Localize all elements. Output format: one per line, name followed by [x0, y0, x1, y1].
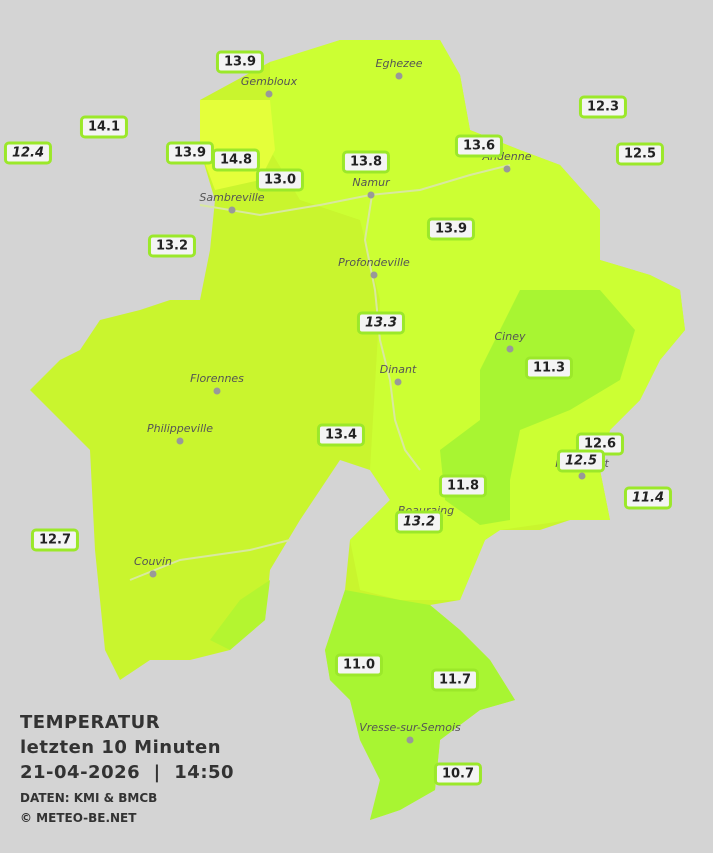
station-temperature: 13.4 [316, 423, 366, 447]
place-name: Namur [352, 176, 390, 189]
station-temperature: 13.9 [215, 50, 265, 74]
station-temperature: 11.4 [623, 486, 673, 510]
station-temperature: 13.2 [394, 510, 444, 534]
station-temperature: 11.7 [430, 668, 480, 692]
place-name: Couvin [134, 555, 172, 568]
place-name: Gembloux [240, 75, 298, 88]
station-temperature: 11.0 [334, 653, 384, 677]
cool-zone-west [210, 580, 270, 650]
place-dot [213, 387, 221, 395]
station-temperature: 13.8 [341, 150, 391, 174]
station-temperature: 13.6 [454, 134, 504, 158]
cool-zone [440, 290, 635, 525]
place-dot [578, 472, 586, 480]
place-dot [367, 191, 375, 199]
place-name: Dinant [379, 363, 417, 376]
place-dot [506, 345, 514, 353]
legend-datetime: 21-04-2026 | 14:50 [20, 762, 235, 783]
place-dot [503, 165, 511, 173]
place-name: Vresse-sur-Semois [359, 721, 461, 734]
place-dot [228, 206, 236, 214]
place-name: Florennes [190, 372, 244, 385]
station-temperature: 14.1 [79, 115, 129, 139]
legend-source: DATEN: KMI & BMCB [20, 791, 158, 805]
station-temperature: 12.7 [30, 528, 80, 552]
station-temperature: 13.0 [255, 168, 305, 192]
station-temperature: 11.3 [524, 356, 574, 380]
station-temperature: 12.3 [578, 95, 628, 119]
station-temperature: 12.5 [556, 449, 606, 473]
station-temperature: 13.9 [165, 141, 215, 165]
place-dot [395, 72, 403, 80]
legend-period: letzten 10 Minuten [20, 737, 222, 758]
place-dot [394, 378, 402, 386]
place-name: Eghezee [375, 57, 423, 70]
station-temperature: 13.2 [147, 234, 197, 258]
legend-copyright: © METEO-BE.NET [20, 811, 137, 825]
place-dot [265, 90, 273, 98]
station-temperature: 12.5 [615, 142, 665, 166]
station-temperature: 13.3 [356, 311, 406, 335]
place-dot [370, 271, 378, 279]
station-temperature: 12.4 [3, 141, 53, 165]
place-dot [406, 736, 414, 744]
place-dot [149, 570, 157, 578]
station-temperature: 14.8 [211, 148, 261, 172]
place-name: Profondeville [338, 256, 410, 269]
place-name: Philippeville [147, 422, 213, 435]
station-temperature: 10.7 [433, 762, 483, 786]
place-dot [176, 437, 184, 445]
legend-title: TEMPERATUR [20, 712, 161, 733]
station-temperature: 13.9 [426, 217, 476, 241]
cool-zone-south [325, 590, 515, 820]
place-name: Sambreville [199, 191, 265, 204]
place-name: Ciney [494, 330, 526, 343]
station-temperature: 11.8 [438, 474, 488, 498]
